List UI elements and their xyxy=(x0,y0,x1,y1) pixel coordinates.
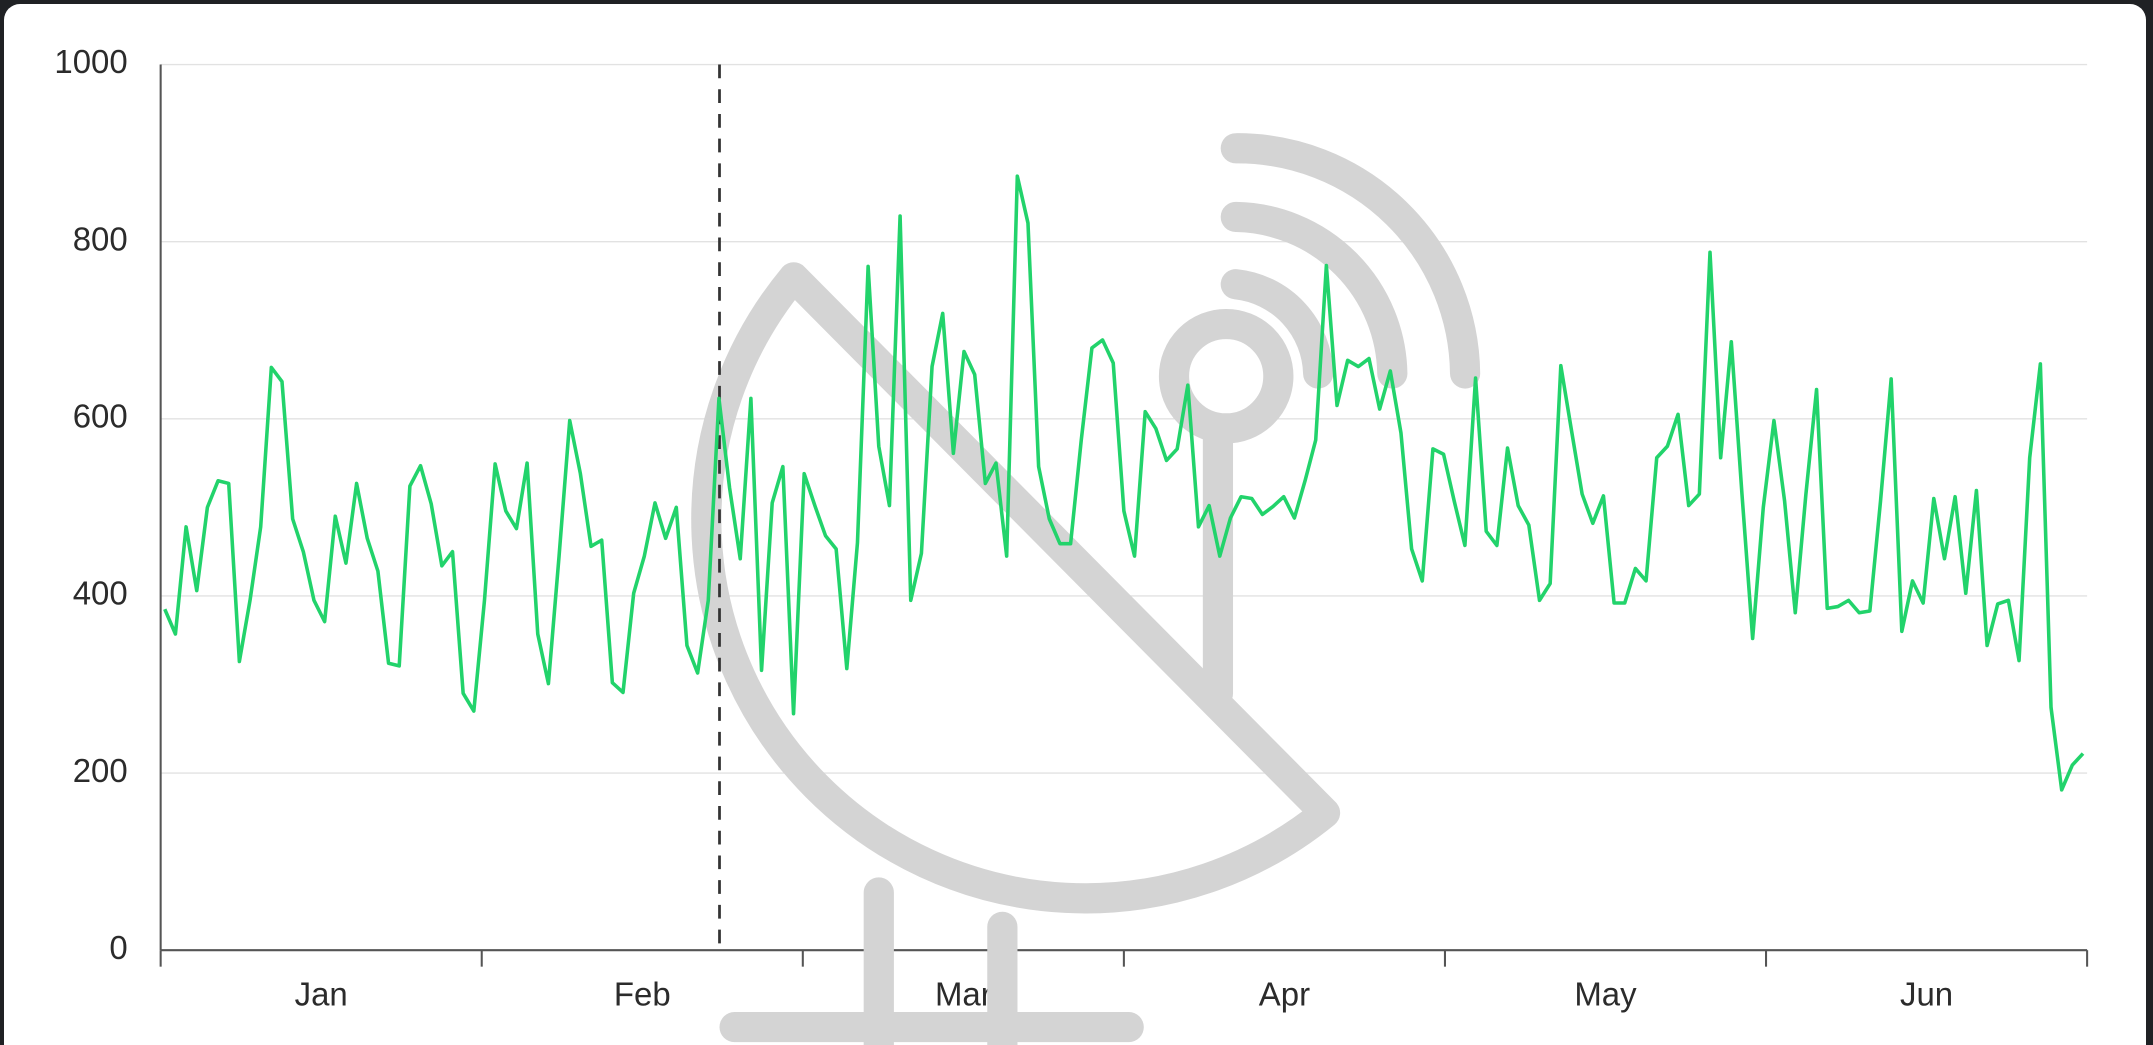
chart: 0 200 400 600 800 1000 Jan Feb Mar Apr May Jun xyxy=(54,43,2089,1045)
wave xyxy=(1220,133,1481,389)
wave xyxy=(1220,201,1408,389)
x-tick-label: Mar xyxy=(935,976,992,1013)
x-tick-label: Apr xyxy=(1259,976,1310,1013)
y-tick-label: 200 xyxy=(73,752,128,789)
y-tick-label: 600 xyxy=(73,397,128,434)
grid: 0 200 400 600 800 1000 Jan Feb Mar Apr May Jun xyxy=(54,43,2089,1013)
chart-panel xyxy=(4,4,2146,1045)
x-tick-label: May xyxy=(1574,976,1637,1013)
y-tick-label: 800 xyxy=(73,220,128,257)
x-tick-label: Jun xyxy=(1900,976,1953,1013)
x-tick-label: Jan xyxy=(295,976,348,1013)
marks xyxy=(163,174,2085,792)
wave xyxy=(1220,269,1334,389)
y-tick-label: 0 xyxy=(109,929,127,966)
y-tick-label: 1000 xyxy=(54,43,127,80)
x-tick-label: Feb xyxy=(614,976,671,1013)
y-tick-label: 400 xyxy=(73,575,128,612)
data-line xyxy=(163,174,2085,792)
